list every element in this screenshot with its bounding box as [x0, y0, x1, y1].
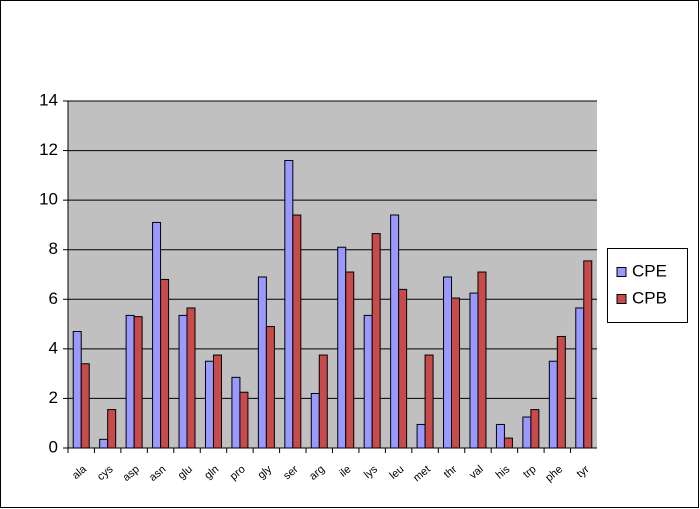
- bar: [310, 392, 320, 449]
- bar: [80, 363, 90, 449]
- bar: [583, 260, 593, 449]
- bar: [257, 276, 267, 449]
- bar: [178, 314, 188, 449]
- legend-label: CPE: [632, 261, 667, 280]
- bar: [107, 409, 117, 449]
- bar: [469, 292, 479, 449]
- bar: [503, 437, 513, 449]
- bar: [363, 314, 373, 449]
- bar: [318, 354, 328, 449]
- bar: [495, 423, 505, 449]
- bar: [125, 314, 135, 449]
- legend-swatch: [616, 267, 627, 277]
- bar: [556, 335, 566, 449]
- bar: [133, 316, 143, 449]
- bar: [152, 221, 162, 449]
- y-tick-label: 6: [49, 289, 58, 308]
- y-tick-label: 0: [49, 437, 58, 456]
- legend-label: CPB: [632, 288, 667, 307]
- bar: [292, 214, 302, 449]
- y-tick-label: 14: [39, 90, 58, 109]
- bar: [160, 278, 170, 449]
- bar: [345, 271, 355, 449]
- plot-area: [68, 101, 597, 448]
- bar: [186, 307, 196, 449]
- bar: [575, 307, 585, 449]
- bar: [424, 354, 434, 449]
- y-tick-label: 8: [49, 239, 58, 258]
- bar: [72, 331, 82, 449]
- bar: [390, 214, 400, 449]
- bar: [416, 423, 426, 449]
- y-tick-label: 10: [39, 190, 58, 209]
- legend-swatch: [616, 294, 627, 304]
- bar: [522, 416, 532, 449]
- bar: [265, 326, 275, 449]
- bar: [477, 271, 487, 449]
- y-tick-label: 12: [39, 140, 58, 159]
- bar: [398, 288, 408, 449]
- bar: [443, 276, 453, 449]
- bar: [204, 360, 214, 449]
- bar: [99, 438, 109, 449]
- bar: [451, 297, 461, 449]
- bar: [212, 354, 222, 449]
- legend: [607, 248, 688, 323]
- bar: [548, 360, 558, 449]
- bar: [530, 409, 540, 449]
- bar: [239, 391, 249, 449]
- bar: [231, 376, 241, 449]
- bar: [371, 233, 381, 449]
- bar: [337, 246, 347, 449]
- y-tick-label: 2: [49, 388, 58, 407]
- y-tick-label: 4: [49, 338, 58, 357]
- bar: [284, 159, 294, 449]
